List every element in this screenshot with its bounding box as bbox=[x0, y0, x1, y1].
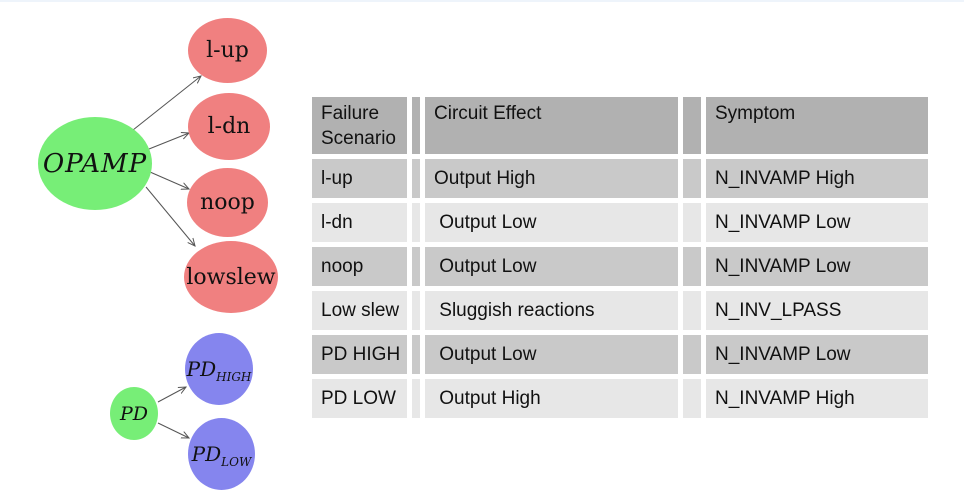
cell-symptom: N_INVAMP Low bbox=[706, 335, 928, 374]
cell-spacer bbox=[412, 291, 420, 330]
header-spacer bbox=[683, 97, 701, 154]
cell-spacer bbox=[412, 247, 420, 286]
node-pd: PD bbox=[110, 387, 158, 440]
table-row: Low slew Sluggish reactions N_INV_LPASS bbox=[312, 291, 928, 330]
node-pd-label: PD bbox=[119, 402, 149, 425]
cell-spacer bbox=[683, 379, 701, 418]
table-row: PD HIGH Output Low N_INVAMP Low bbox=[312, 335, 928, 374]
node-l-up-label: l-up bbox=[206, 38, 249, 63]
cell-effect: Sluggish reactions bbox=[425, 291, 678, 330]
cell-spacer bbox=[683, 203, 701, 242]
cell-failure: noop bbox=[312, 247, 407, 286]
cell-spacer bbox=[683, 291, 701, 330]
table-row: noop Output Low N_INVAMP Low bbox=[312, 247, 928, 286]
node-pd-high-subscript: HIGH bbox=[216, 370, 252, 384]
cell-failure: Low slew bbox=[312, 291, 407, 330]
node-l-dn-label: l-dn bbox=[207, 114, 251, 139]
failure-table-container: Failure Scenario Circuit Effect Symptom … bbox=[307, 92, 933, 423]
node-pd-high: PDHIGH bbox=[185, 333, 253, 405]
cell-spacer bbox=[683, 159, 701, 198]
cell-spacer bbox=[412, 203, 420, 242]
table-row: l-up Output High N_INVAMP High bbox=[312, 159, 928, 198]
header-spacer bbox=[412, 97, 420, 154]
table-row: l-dn Output Low N_INVAMP Low bbox=[312, 203, 928, 242]
table-header-row: Failure Scenario Circuit Effect Symptom bbox=[312, 97, 928, 154]
diagram-edges bbox=[132, 0, 310, 492]
node-noop-label: noop bbox=[200, 190, 255, 215]
cell-effect: Output High bbox=[425, 379, 678, 418]
cell-effect: Output Low bbox=[425, 335, 678, 374]
cell-symptom: N_INV_LPASS bbox=[706, 291, 928, 330]
top-border bbox=[0, 0, 964, 2]
node-lowslew-label: lowslew bbox=[186, 264, 276, 290]
edge-opamp-noop bbox=[149, 171, 189, 189]
fault-diagram: OPAMP l-up l-dn noop lowslew PD PDHIGH P… bbox=[0, 0, 310, 492]
node-pd-low: PDLOW bbox=[188, 418, 255, 490]
cell-effect: Output High bbox=[425, 159, 678, 198]
table-row: PD LOW Output High N_INVAMP High bbox=[312, 379, 928, 418]
node-pd-low-label: PDLOW bbox=[191, 442, 252, 469]
edge-opamp-lowslew bbox=[145, 186, 195, 246]
edge-opamp-ldn bbox=[148, 133, 189, 150]
edge-opamp-lup bbox=[132, 76, 201, 131]
cell-symptom: N_INVAMP Low bbox=[706, 203, 928, 242]
cell-failure: l-up bbox=[312, 159, 407, 198]
cell-spacer bbox=[683, 247, 701, 286]
cell-symptom: N_INVAMP High bbox=[706, 159, 928, 198]
header-symptom: Symptom bbox=[706, 97, 928, 154]
cell-spacer bbox=[412, 379, 420, 418]
header-circuit-effect: Circuit Effect bbox=[425, 97, 678, 154]
cell-effect: Output Low bbox=[425, 203, 678, 242]
node-pd-low-subscript: LOW bbox=[221, 455, 252, 469]
node-l-dn: l-dn bbox=[188, 93, 270, 160]
node-pd-high-label: PDHIGH bbox=[186, 357, 252, 384]
failure-table: Failure Scenario Circuit Effect Symptom … bbox=[307, 92, 933, 423]
header-failure-scenario: Failure Scenario bbox=[312, 97, 407, 154]
node-noop: noop bbox=[187, 168, 268, 237]
cell-spacer bbox=[412, 335, 420, 374]
node-opamp: OPAMP bbox=[38, 117, 152, 210]
cell-spacer bbox=[412, 159, 420, 198]
edge-pd-pdlow bbox=[157, 422, 189, 438]
cell-failure: PD HIGH bbox=[312, 335, 407, 374]
node-opamp-label: OPAMP bbox=[42, 148, 148, 179]
node-lowslew: lowslew bbox=[184, 241, 278, 313]
cell-failure: l-dn bbox=[312, 203, 407, 242]
cell-failure: PD LOW bbox=[312, 379, 407, 418]
cell-effect: Output Low bbox=[425, 247, 678, 286]
edge-pd-pdhigh bbox=[157, 387, 186, 403]
cell-symptom: N_INVAMP High bbox=[706, 379, 928, 418]
cell-spacer bbox=[683, 335, 701, 374]
node-l-up: l-up bbox=[188, 18, 267, 83]
cell-symptom: N_INVAMP Low bbox=[706, 247, 928, 286]
